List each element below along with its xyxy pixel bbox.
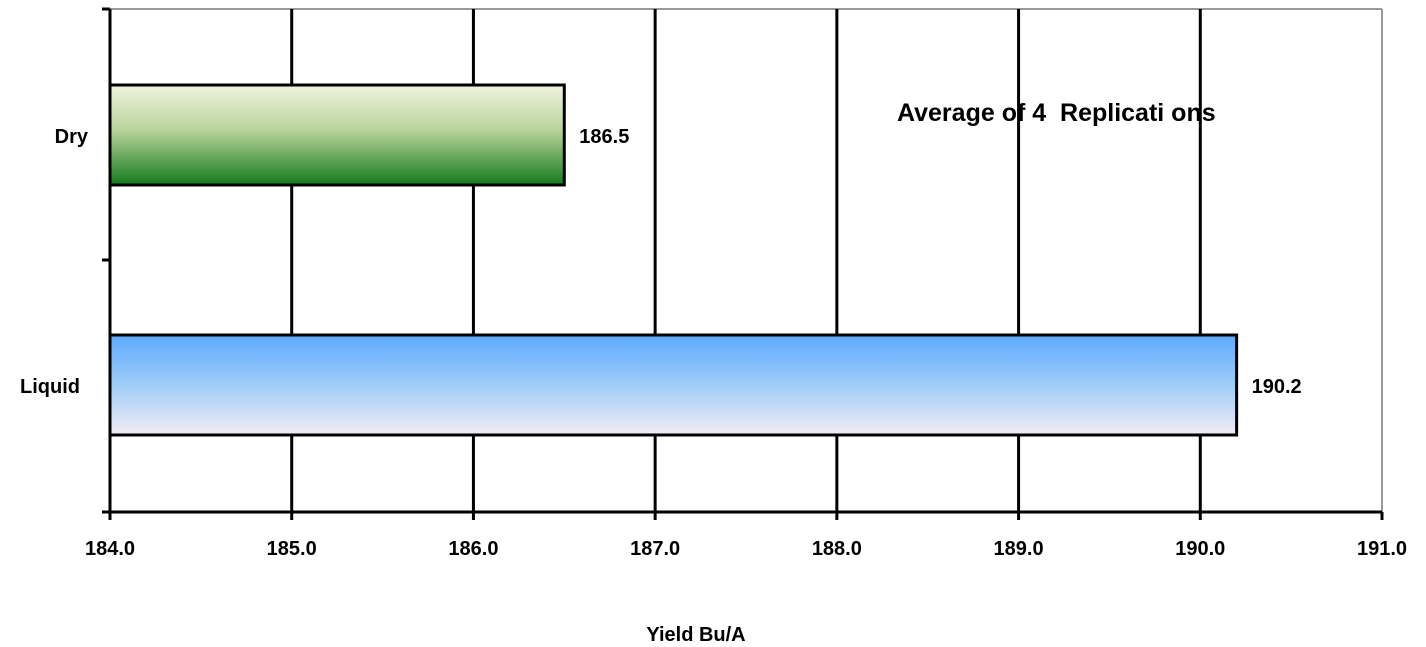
category-label-dry: Dry bbox=[55, 126, 89, 148]
bar-liquid bbox=[108, 333, 1239, 437]
x-tick-label: 185.0 bbox=[267, 538, 317, 560]
x-tick-label: 186.0 bbox=[448, 538, 498, 560]
x-axis-title: Yield Bu/A bbox=[646, 624, 745, 646]
x-ticks: 184.0 185.0 186.0 187.0 188.0 189.0 190.0 191.0 bbox=[85, 512, 1407, 560]
chart-annotation: Average of 4 Replicati ons bbox=[897, 99, 1216, 127]
bar-dry bbox=[108, 83, 566, 187]
x-tick-label: 189.0 bbox=[994, 538, 1044, 560]
data-label-liquid: 190.2 bbox=[1252, 376, 1302, 398]
x-tick-label: 190.0 bbox=[1175, 538, 1225, 560]
category-label-liquid: Liquid bbox=[20, 376, 80, 398]
x-tick-label: 191.0 bbox=[1357, 538, 1407, 560]
x-tick-label: 184.0 bbox=[85, 538, 135, 560]
x-tick-label: 187.0 bbox=[630, 538, 680, 560]
x-tick-label: 188.0 bbox=[812, 538, 862, 560]
data-label-dry: 186.5 bbox=[579, 126, 629, 148]
